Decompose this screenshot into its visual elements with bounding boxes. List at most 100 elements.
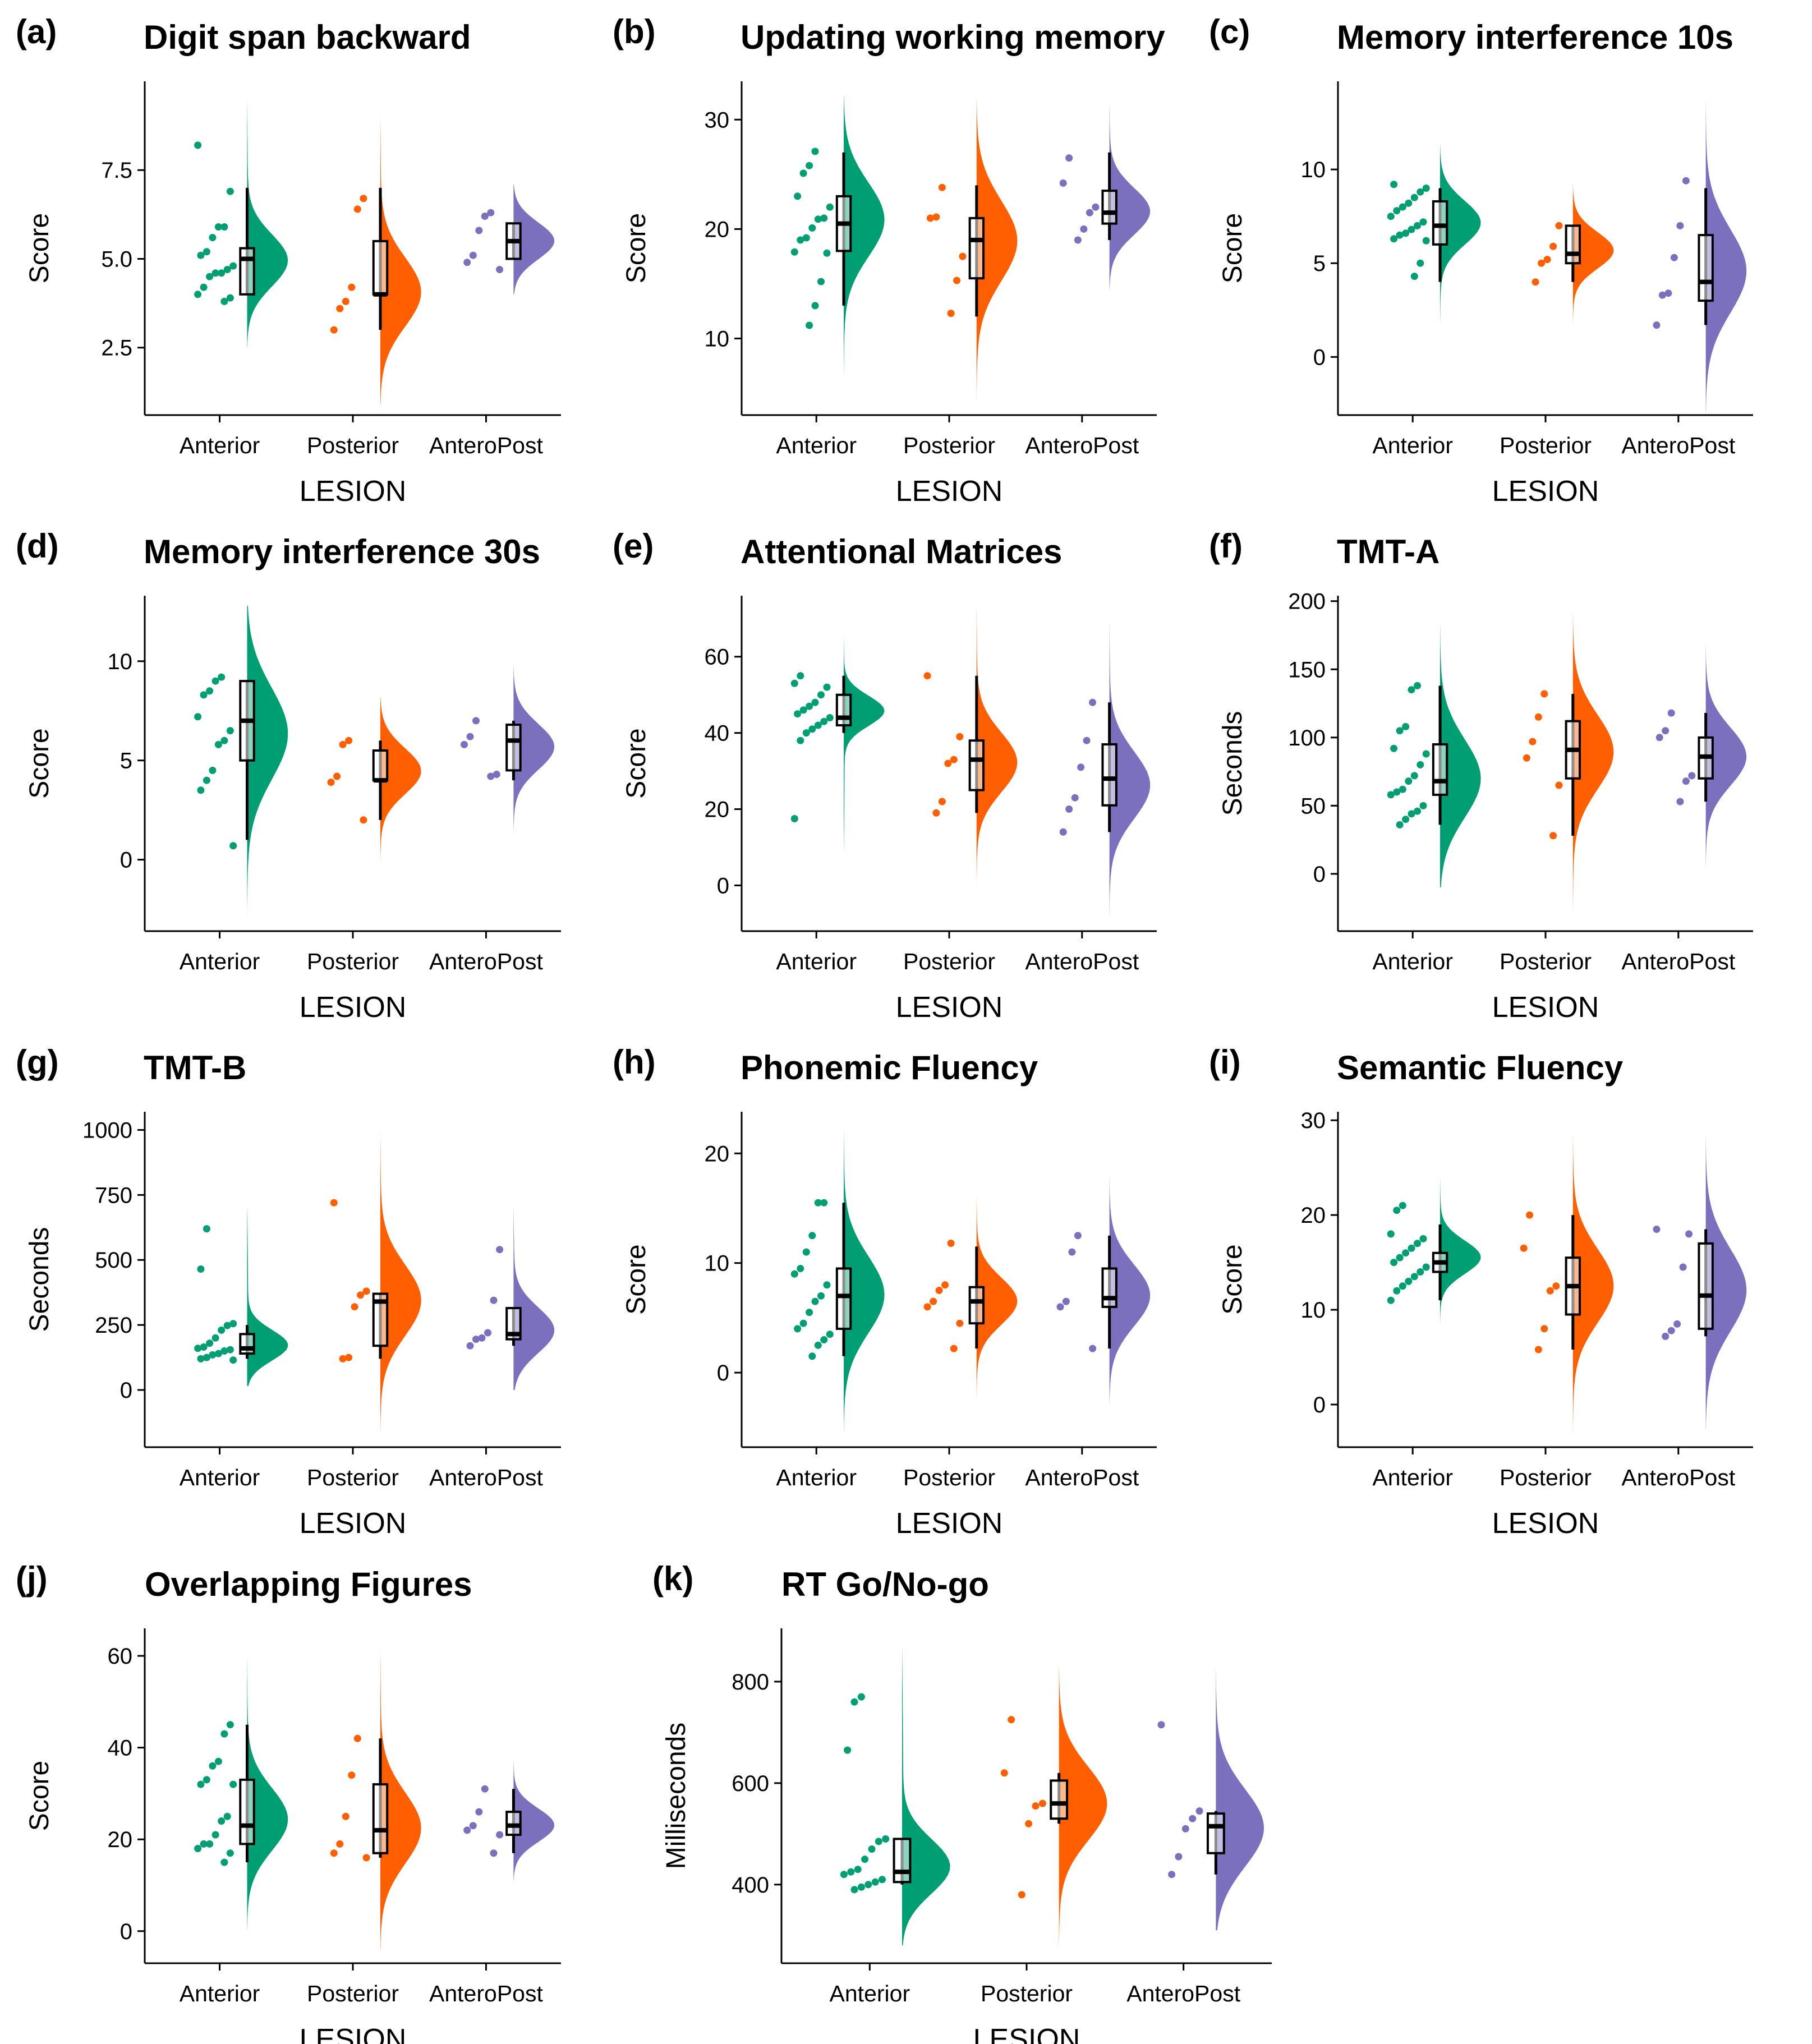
data-point — [353, 1734, 361, 1742]
panel-letter: (b) — [613, 13, 656, 50]
data-point — [1532, 278, 1539, 286]
data-point — [1032, 1802, 1040, 1810]
y-axis-title: Score — [1218, 213, 1248, 283]
data-point — [229, 842, 237, 850]
x-tick-label: AnteroPost — [1621, 432, 1735, 458]
data-point — [1408, 686, 1415, 694]
data-point — [1399, 1201, 1406, 1209]
data-point — [806, 162, 813, 169]
data-point — [811, 1297, 819, 1305]
group-anterior: Anterior — [180, 605, 288, 974]
y-axis-title: Seconds — [1218, 711, 1248, 816]
y-tick-label: 0 — [1313, 345, 1326, 370]
data-point — [1682, 177, 1690, 185]
data-point — [814, 215, 822, 223]
data-point — [871, 1878, 879, 1886]
data-point — [1667, 1327, 1675, 1334]
data-point — [1662, 1332, 1670, 1340]
y-tick-label: 0 — [1313, 1393, 1326, 1417]
data-point — [817, 691, 825, 699]
panel-letter: (i) — [1209, 1043, 1241, 1081]
data-point — [220, 736, 228, 744]
data-point — [206, 1339, 214, 1347]
data-point — [226, 294, 234, 302]
box-iqr — [239, 247, 255, 296]
data-point — [1664, 289, 1672, 297]
panel-title: Overlapping Figures — [145, 1566, 472, 1603]
data-point — [209, 766, 217, 774]
panel-letter: (f) — [1209, 527, 1243, 565]
data-point — [1679, 1263, 1687, 1271]
data-point — [790, 1270, 798, 1278]
y-axis-title: Milliseconds — [661, 1723, 691, 1869]
y-tick-label: 800 — [732, 1670, 769, 1695]
x-tick-label: Anterior — [776, 1465, 857, 1490]
panel-b: (b) Updating working memory 10 20 30 Score LES… — [613, 13, 1165, 508]
box-iqr — [1101, 190, 1117, 225]
data-point — [209, 234, 217, 241]
data-point — [1419, 1235, 1427, 1242]
data-point — [1410, 273, 1418, 280]
violin-half — [513, 1761, 555, 1881]
violin-half — [1572, 1130, 1614, 1435]
group-anteropost: AnteroPost — [1621, 96, 1747, 458]
data-point — [1405, 1277, 1413, 1285]
data-point — [935, 1287, 943, 1294]
group-anterior: Anterior — [776, 95, 885, 458]
data-point — [806, 321, 813, 329]
data-point — [1414, 1240, 1421, 1247]
data-point — [950, 756, 958, 763]
data-point — [1062, 1297, 1070, 1305]
y-tick-label: 40 — [108, 1736, 133, 1761]
data-point — [932, 213, 940, 221]
data-point — [1396, 727, 1404, 735]
x-tick-label: AnteroPost — [1621, 1465, 1735, 1490]
data-point — [200, 283, 208, 291]
data-point — [1402, 229, 1410, 237]
data-point — [1414, 807, 1421, 815]
data-point — [493, 771, 500, 778]
x-axis-title: LESION — [300, 991, 407, 1024]
panel-title: Attentional Matrices — [741, 533, 1062, 570]
y-tick-label: 20 — [705, 1141, 730, 1166]
data-point — [797, 736, 804, 744]
group-anterior: Anterior — [180, 1204, 288, 1490]
violin-half — [844, 1126, 885, 1433]
data-point — [826, 203, 834, 211]
x-tick-label: Posterior — [903, 1465, 995, 1490]
data-point — [1410, 1273, 1418, 1281]
data-point — [1056, 1303, 1064, 1311]
data-point — [330, 326, 338, 334]
data-point — [1685, 1230, 1693, 1238]
data-point — [1682, 777, 1690, 785]
panel-letter: (e) — [613, 527, 654, 565]
box-iqr — [835, 1267, 852, 1330]
data-point — [206, 687, 214, 695]
x-axis-title: LESION — [1492, 991, 1599, 1024]
data-point — [826, 1331, 834, 1338]
violin-half — [513, 184, 555, 294]
data-point — [345, 736, 353, 744]
data-point — [790, 815, 798, 822]
x-tick-label: AnteroPost — [1025, 949, 1139, 974]
data-point — [1662, 727, 1670, 735]
data-point — [226, 1346, 234, 1354]
y-tick-label: 20 — [705, 798, 730, 822]
y-tick-label: 0 — [1313, 862, 1326, 887]
group-posterior: Posterior — [307, 697, 421, 974]
data-point — [790, 679, 798, 687]
group-posterior: Posterior — [307, 113, 421, 458]
data-point — [1175, 1853, 1183, 1861]
data-point — [817, 278, 825, 286]
data-point — [206, 1840, 214, 1848]
data-point — [475, 227, 483, 234]
data-point — [1676, 222, 1684, 229]
data-point — [850, 1698, 858, 1706]
data-point — [197, 1265, 205, 1273]
data-point — [197, 1780, 205, 1788]
panel-letter: (a) — [16, 13, 57, 50]
group-anteropost: AnteroPost — [1621, 644, 1747, 974]
box-iqr — [505, 1811, 522, 1836]
group-anterior: Anterior — [1372, 1177, 1481, 1490]
